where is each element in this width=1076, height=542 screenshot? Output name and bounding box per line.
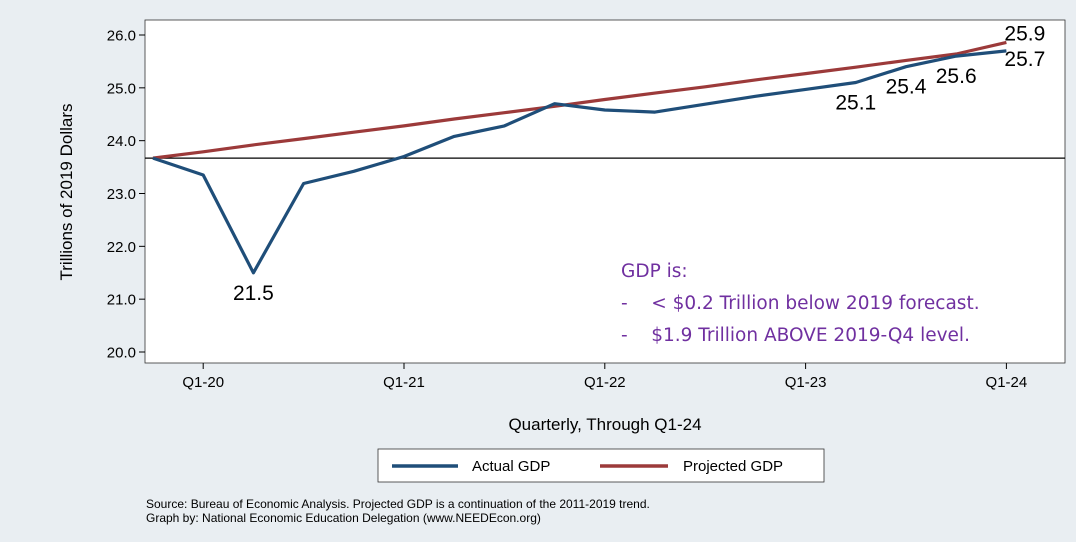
annotation-line: - $1.9 Trillion ABOVE 2019-Q4 level. (621, 325, 970, 346)
y-tick-label: 21.0 (107, 292, 136, 309)
data-labels: 21.5 25.1 25.4 25.6 25.7 25.9 (233, 22, 1045, 304)
data-label: 25.4 (886, 76, 927, 99)
source-note: Source: Bureau of Economic Analysis. Pro… (146, 497, 650, 511)
y-axis-title: Trillions of 2019 Dollars (57, 104, 76, 281)
annotation-box: GDP is: - < $0.2 Trillion below 2019 for… (621, 261, 980, 346)
y-axis: 20.0 21.0 22.0 23.0 24.0 25.0 26.0 (107, 28, 145, 362)
legend-label: Actual GDP (472, 458, 550, 475)
x-tick-label: Q1-24 (986, 374, 1028, 391)
y-tick-label: 26.0 (107, 28, 136, 45)
y-tick-label: 23.0 (107, 186, 136, 203)
data-label: 25.9 (1004, 22, 1045, 45)
y-tick-label: 24.0 (107, 133, 136, 150)
credit-note: Graph by: National Economic Education De… (146, 511, 541, 525)
y-tick-label: 20.0 (107, 345, 136, 362)
data-label: 25.6 (936, 65, 977, 88)
data-label: 21.5 (233, 282, 274, 305)
x-tick-label: Q1-21 (383, 374, 425, 391)
x-tick-label: Q1-22 (584, 374, 626, 391)
legend: Actual GDP Projected GDP (377, 448, 825, 483)
x-tick-label: Q1-20 (182, 374, 224, 391)
x-tick-label: Q1-23 (785, 374, 827, 391)
data-label: 25.1 (835, 92, 876, 115)
y-tick-label: 25.0 (107, 80, 136, 97)
series-line-projected-gdp (152, 40, 1007, 160)
data-label: 25.7 (1004, 48, 1045, 71)
x-axis: Q1-20 Q1-21 Q1-22 Q1-23 Q1-24 (182, 363, 1027, 391)
series-line-actual-gdp (152, 49, 1007, 275)
x-axis-title: Quarterly, Through Q1-24 (508, 415, 701, 434)
y-tick-label: 22.0 (107, 239, 136, 256)
annotation-heading: GDP is: (621, 261, 688, 282)
legend-label: Projected GDP (683, 458, 783, 475)
annotation-line: - < $0.2 Trillion below 2019 forecast. (621, 293, 980, 314)
